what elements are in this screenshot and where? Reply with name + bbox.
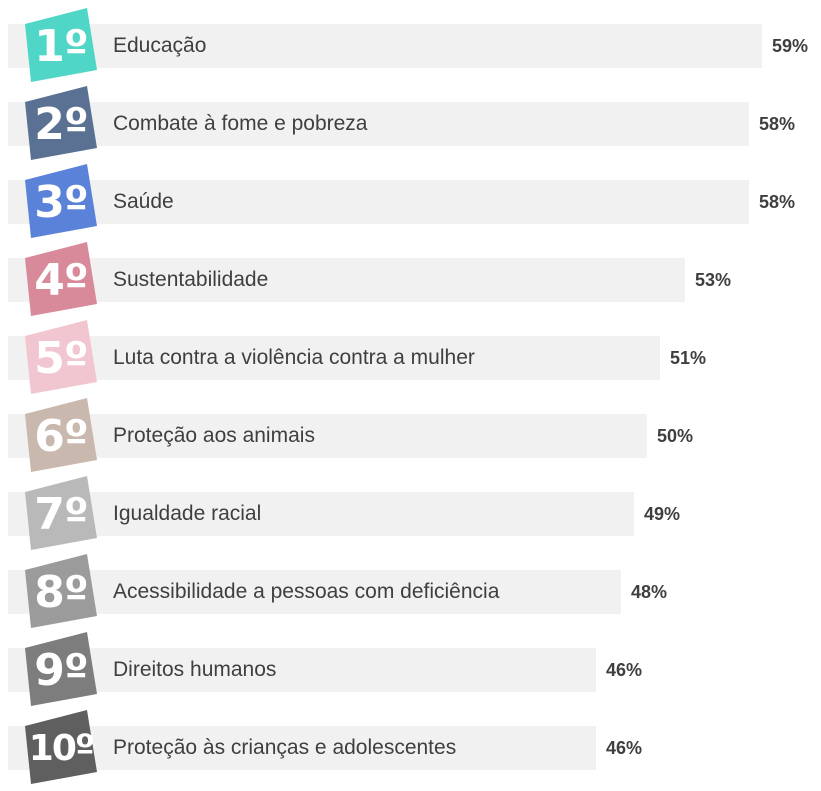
chart-row: 1º Educação 59%	[0, 8, 821, 84]
rank-number: 10º	[28, 727, 95, 769]
rank-number: 8º	[34, 566, 88, 618]
value-label: 48%	[631, 582, 668, 602]
rank-badge: 6º	[25, 398, 97, 472]
rank-badge-shape	[25, 476, 97, 550]
value-label: 51%	[670, 348, 707, 368]
rank-number: 2º	[34, 98, 88, 150]
rank-number: 7º	[34, 488, 88, 540]
bar	[8, 102, 749, 146]
chart-row: 10º Proteção às crianças e adolescentes 46…	[0, 710, 821, 786]
chart-row: 3º Saúde 58%	[0, 164, 821, 240]
rank-badge-shape	[25, 242, 97, 316]
rank-number: 1º	[34, 20, 88, 72]
rank-badge-fill	[25, 710, 97, 784]
rank-badge-shape	[25, 632, 97, 706]
rank-badge-shape	[25, 320, 97, 394]
rank-badge-shape	[25, 164, 97, 238]
category-label: Saúde	[113, 190, 174, 213]
bar	[8, 492, 634, 536]
rank-number: 6º	[34, 410, 88, 462]
rank-badge: 8º	[25, 554, 97, 628]
rank-number: 4º	[34, 254, 88, 306]
rank-badge: 10º	[25, 710, 97, 784]
rank-badge-fill	[25, 242, 97, 316]
rank-badge-shape	[25, 8, 97, 82]
value-label: 49%	[644, 504, 681, 524]
rank-badge-shape	[25, 554, 97, 628]
rank-badge-fill	[25, 8, 97, 82]
value-label: 58%	[759, 192, 796, 212]
rank-number: 5º	[34, 332, 88, 384]
bar	[8, 180, 749, 224]
rank-badge-fill	[25, 398, 97, 472]
rank-badge: 3º	[25, 164, 97, 238]
chart-row: 9º Direitos humanos 46%	[0, 632, 821, 708]
rank-badge: 1º	[25, 8, 97, 82]
chart-row: 7º Igualdade racial 49%	[0, 476, 821, 552]
category-label: Educação	[113, 34, 207, 57]
rank-badge: 4º	[25, 242, 97, 316]
category-label: Proteção aos animais	[113, 424, 315, 447]
rank-badge-fill	[25, 320, 97, 394]
value-label: 59%	[772, 36, 809, 56]
rank-badge-fill	[25, 554, 97, 628]
chart-row: 2º Combate à fome e pobreza 58%	[0, 86, 821, 162]
rank-badge-shape	[25, 398, 97, 472]
category-label: Direitos humanos	[113, 658, 277, 681]
category-label: Proteção às crianças e adolescentes	[113, 736, 457, 759]
rank-badge: 5º	[25, 320, 97, 394]
rank-number: 3º	[34, 176, 88, 228]
bar	[8, 570, 621, 614]
rank-badge-shape	[25, 86, 97, 160]
rank-badge-fill	[25, 476, 97, 550]
rank-badge: 7º	[25, 476, 97, 550]
value-label: 46%	[606, 660, 643, 680]
category-label: Acessibilidade a pessoas com deficiência	[113, 580, 500, 603]
bar	[8, 414, 647, 458]
chart-row: 6º Proteção aos animais 50%	[0, 398, 821, 474]
rank-number: 9º	[34, 644, 88, 696]
chart-row: 5º Luta contra a violência contra a mulhe…	[0, 320, 821, 396]
category-label: Luta contra a violência contra a mulher	[113, 346, 475, 369]
category-label: Sustentabilidade	[113, 268, 269, 291]
category-label: Combate à fome e pobreza	[113, 112, 368, 135]
value-label: 53%	[695, 270, 732, 290]
chart-row: 4º Sustentabilidade 53%	[0, 242, 821, 318]
rank-badge: 9º	[25, 632, 97, 706]
bar	[8, 24, 762, 68]
bar	[8, 336, 660, 380]
chart-row: 8º Acessibilidade a pessoas com deficiênc…	[0, 554, 821, 630]
category-label: Igualdade racial	[113, 502, 262, 525]
bar	[8, 258, 685, 302]
rank-badge-shape	[25, 710, 97, 784]
value-label: 50%	[657, 426, 694, 446]
rank-badge: 2º	[25, 86, 97, 160]
bar	[8, 726, 596, 770]
rank-badge-fill	[25, 86, 97, 160]
value-label: 46%	[606, 738, 643, 758]
rank-badge-fill	[25, 632, 97, 706]
bar	[8, 648, 596, 692]
rank-badge-fill	[25, 164, 97, 238]
value-label: 58%	[759, 114, 796, 134]
